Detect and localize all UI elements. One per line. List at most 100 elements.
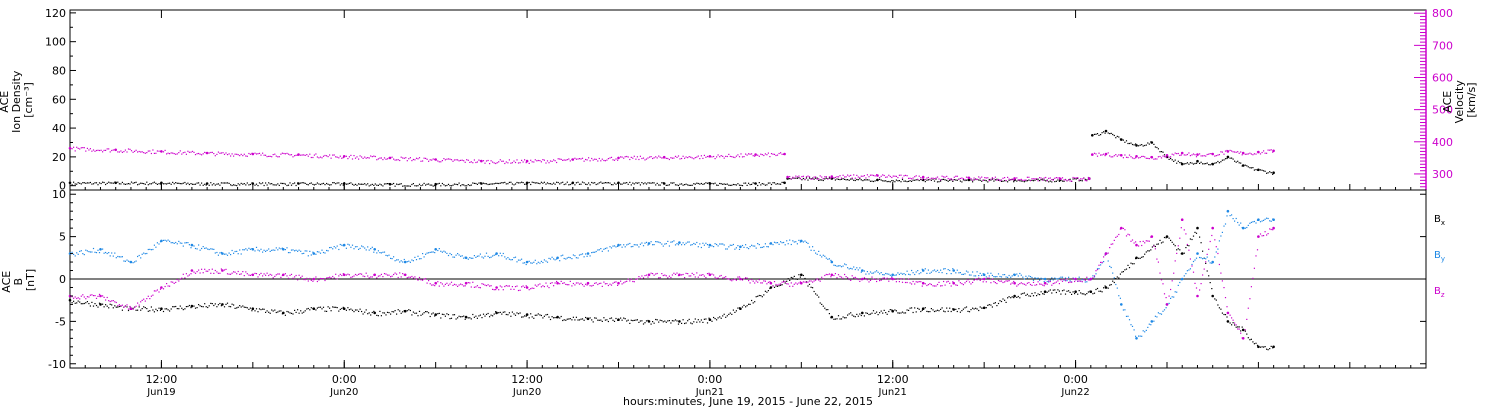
- by-sample: [906, 270, 908, 272]
- density-sample: [105, 183, 107, 186]
- bx-sample: [159, 309, 162, 311]
- by-sample: [1068, 276, 1070, 278]
- by-sample: [127, 260, 130, 262]
- velocity-sample: [198, 152, 200, 155]
- bx-sample: [1130, 262, 1132, 264]
- bz-sample: [393, 273, 395, 276]
- by-sample: [1174, 291, 1176, 293]
- velocity-sample: [1054, 177, 1056, 179]
- velocity-sample: [74, 150, 76, 152]
- velocity-sample: [760, 153, 762, 155]
- by-sample: [156, 242, 158, 244]
- bz-sample: [336, 278, 338, 280]
- density-sample: [94, 182, 96, 184]
- density-sample: [1263, 170, 1265, 172]
- bz-sample: [1173, 272, 1175, 274]
- by-sample: [981, 274, 983, 276]
- bx-sample: [556, 317, 558, 319]
- bz-sample: [967, 279, 969, 281]
- by-sample: [415, 259, 418, 261]
- bx-sample: [1270, 345, 1272, 347]
- bz-sample: [1084, 279, 1086, 281]
- velocity-sample: [985, 177, 987, 179]
- bz-sample: [94, 295, 96, 297]
- bx-sample: [418, 310, 421, 312]
- bz-sample: [234, 271, 236, 273]
- bz-sample: [361, 273, 363, 275]
- by-sample: [457, 253, 459, 255]
- bz-sample: [354, 273, 357, 276]
- bx-sample: [182, 309, 184, 311]
- density-sample: [889, 181, 891, 183]
- bx-sample: [1068, 290, 1070, 292]
- bx-sample: [734, 311, 736, 313]
- bz-sample: [1162, 283, 1164, 285]
- density-sample: [1019, 180, 1021, 182]
- velocity-sample: [394, 159, 396, 161]
- velocity-sample: [583, 160, 585, 162]
- velocity-sample: [367, 157, 369, 159]
- density-sample: [714, 182, 716, 184]
- by-sample: [1084, 281, 1086, 283]
- bz-sample: [661, 273, 663, 275]
- velocity-sample: [578, 158, 581, 160]
- bx-sample: [493, 313, 495, 315]
- by-sample: [700, 246, 702, 249]
- by-sample: [706, 244, 709, 246]
- bz-sample: [91, 294, 93, 296]
- velocity-sample: [770, 153, 773, 155]
- density-sample: [1139, 144, 1141, 146]
- bz-sample: [702, 274, 704, 276]
- density-sample: [316, 182, 318, 184]
- bz-sample: [382, 276, 384, 278]
- by-sample: [1269, 220, 1271, 222]
- density-sample: [217, 183, 219, 185]
- bz-sample: [1022, 283, 1024, 285]
- by-sample: [854, 268, 856, 271]
- bx-sample: [117, 306, 119, 308]
- density-sample: [670, 182, 672, 184]
- velocity-sample: [1189, 155, 1191, 157]
- bx-sample: [591, 319, 593, 321]
- by-sample: [713, 246, 715, 248]
- bx-sample: [519, 312, 521, 314]
- density-sample: [528, 181, 530, 184]
- velocity-sample: [411, 160, 413, 162]
- density-sample: [737, 183, 739, 185]
- density-sample: [1008, 179, 1010, 181]
- by-sample: [737, 245, 739, 247]
- bx-sample: [1124, 269, 1126, 271]
- density-sample: [682, 184, 684, 186]
- bz-sample: [973, 279, 975, 281]
- velocity-sample: [776, 154, 779, 156]
- velocity-sample: [955, 175, 957, 177]
- density-sample: [373, 184, 375, 186]
- density-sample: [981, 180, 983, 182]
- by-sample: [86, 250, 88, 252]
- bz-sample: [470, 286, 472, 288]
- bz-sample: [1252, 277, 1254, 279]
- bz-sample: [422, 279, 424, 281]
- velocity-sample: [112, 149, 114, 151]
- by-sample: [699, 243, 701, 245]
- velocity-sample: [129, 148, 131, 150]
- velocity-sample: [444, 159, 446, 161]
- density-sample: [102, 181, 104, 183]
- bz-sample: [351, 276, 354, 278]
- density-sample: [601, 182, 603, 184]
- density-sample: [746, 184, 748, 186]
- bz-sample: [82, 294, 84, 296]
- bx-sample: [175, 305, 177, 308]
- velocity-sample: [79, 148, 81, 150]
- bz-sample: [633, 281, 635, 283]
- bz-sample: [1069, 281, 1071, 283]
- bz-sample: [1037, 281, 1039, 283]
- bx-sample: [236, 307, 238, 309]
- velocity-point: [342, 155, 346, 158]
- velocity-sample: [1093, 152, 1096, 154]
- density-sample: [885, 180, 887, 182]
- bx-sample: [690, 322, 692, 324]
- density-sample: [752, 182, 754, 184]
- bz-sample: [175, 281, 177, 283]
- bz-sample: [519, 289, 521, 291]
